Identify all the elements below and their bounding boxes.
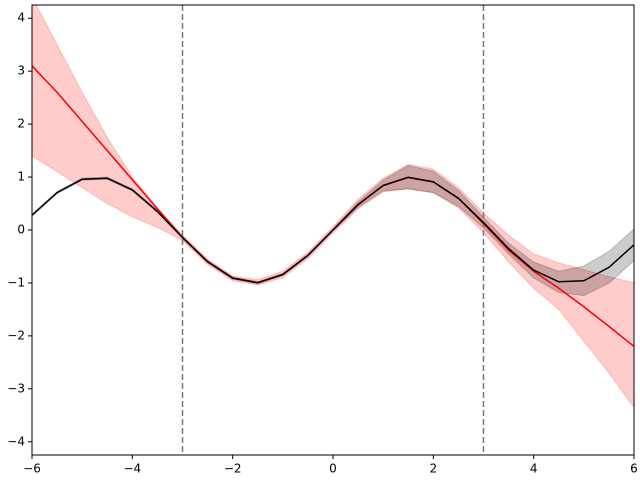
series-line	[32, 176, 634, 284]
x-tick-label: 2	[430, 462, 438, 476]
x-tick-label: −2	[224, 462, 242, 476]
y-tick-label: 2	[17, 117, 25, 131]
x-tick-label: 6	[630, 462, 638, 476]
y-tick-label: −1	[7, 275, 25, 289]
y-tick-label: −3	[7, 381, 25, 395]
plot-area	[32, 5, 634, 455]
y-tick-label: 4	[17, 11, 25, 25]
y-tick-label: 3	[17, 64, 25, 78]
y-tick-label: −2	[7, 328, 25, 342]
x-tick-label: −4	[123, 462, 141, 476]
x-tick-label: −6	[23, 462, 41, 476]
y-tick-label: 0	[17, 223, 25, 237]
confidence-band	[32, 5, 634, 409]
x-tick-label: 0	[329, 462, 337, 476]
x-tick-label: 4	[530, 462, 538, 476]
y-tick-label: −4	[7, 434, 25, 448]
y-tick-label: 1	[17, 170, 25, 184]
